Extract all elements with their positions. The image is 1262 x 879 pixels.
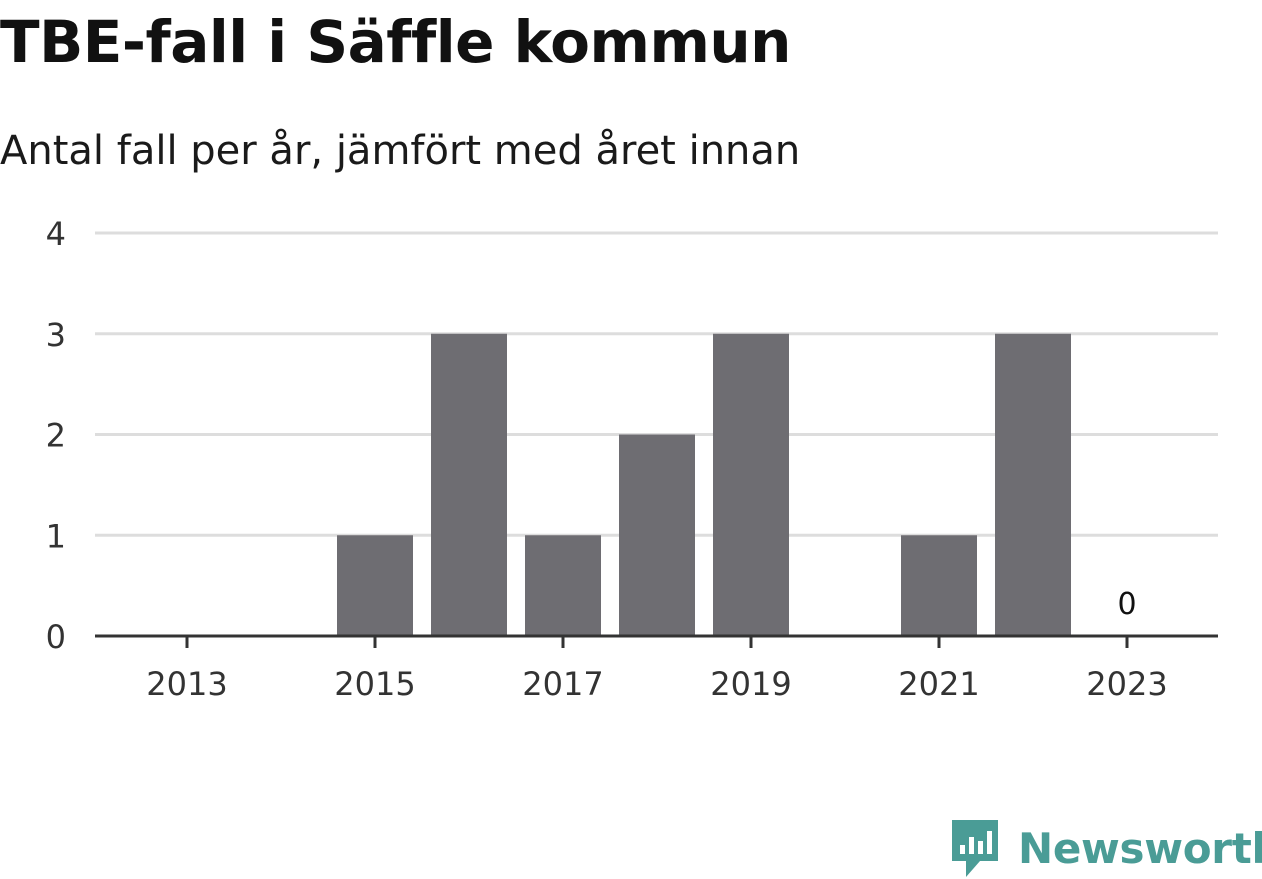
newsworthy-logo-icon bbox=[952, 820, 998, 877]
x-tick-label: 2017 bbox=[522, 665, 603, 703]
y-tick-label: 1 bbox=[46, 517, 66, 555]
chart-title: TBE-fall i Säffle kommun bbox=[0, 8, 791, 76]
y-tick-label: 0 bbox=[46, 618, 66, 656]
annotations: 0 bbox=[1117, 587, 1136, 622]
bar-2021 bbox=[901, 535, 977, 636]
x-tick-label: 2015 bbox=[334, 665, 415, 703]
bar-2015 bbox=[337, 535, 413, 636]
x-tick-label: 2023 bbox=[1086, 665, 1167, 703]
bar-2022 bbox=[995, 333, 1071, 636]
bar-2019 bbox=[713, 333, 789, 636]
y-tick-label: 2 bbox=[46, 417, 66, 455]
newsworthy-logo: Newsworthy bbox=[950, 817, 1262, 879]
x-tick-label: 2013 bbox=[146, 665, 227, 703]
x-tick-label: 2019 bbox=[710, 665, 791, 703]
x-axis: 2013 2015 2017 2019 2021 2023 bbox=[95, 634, 1218, 703]
bar-2017 bbox=[525, 535, 601, 636]
x-tick-label: 2021 bbox=[898, 665, 979, 703]
chart-subtitle: Antal fall per år, jämfört med året inna… bbox=[0, 128, 801, 174]
data-label: 0 bbox=[1117, 587, 1136, 622]
y-tick-label: 3 bbox=[46, 316, 66, 354]
y-tick-label: 4 bbox=[46, 215, 66, 253]
bar-2018 bbox=[619, 434, 695, 636]
y-axis-labels: 0 1 2 3 4 bbox=[46, 215, 66, 656]
bar-2016 bbox=[431, 333, 507, 636]
bars bbox=[337, 333, 1071, 636]
brand-name: Newsworthy bbox=[1018, 823, 1262, 873]
